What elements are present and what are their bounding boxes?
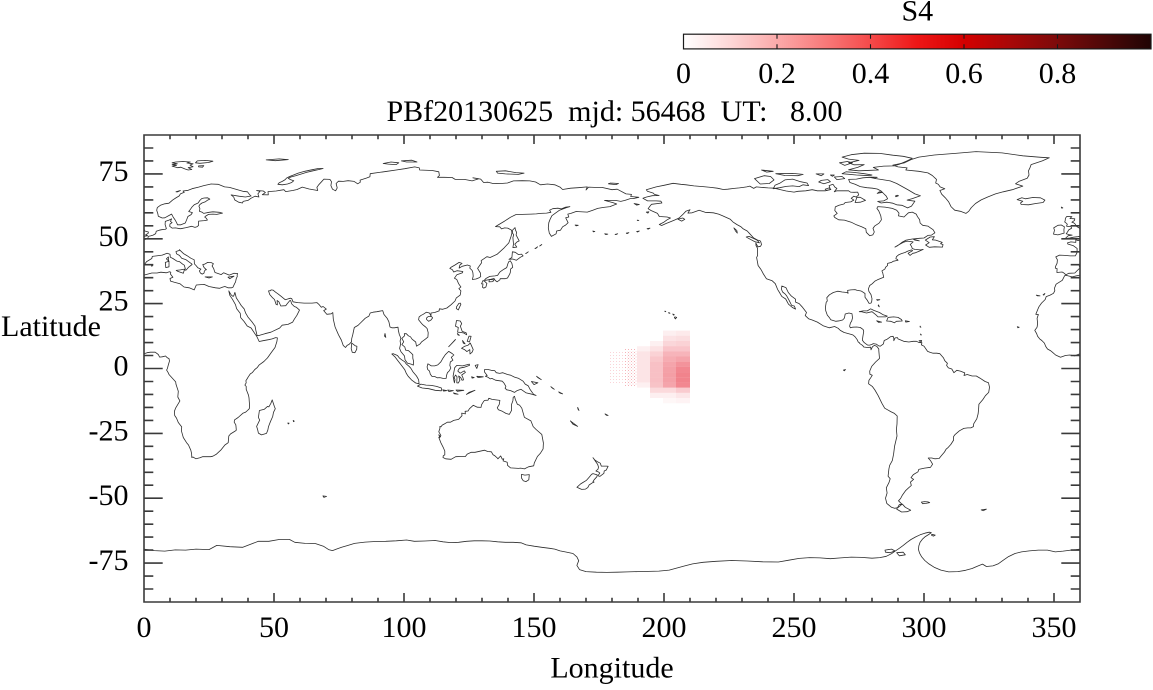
svg-text:50: 50	[99, 220, 129, 253]
svg-text:0: 0	[114, 350, 129, 383]
svg-text:50: 50	[259, 611, 289, 644]
svg-text:75: 75	[99, 155, 129, 188]
svg-text:Longitude: Longitude	[550, 652, 673, 685]
svg-text:250: 250	[772, 611, 817, 644]
svg-text:0: 0	[676, 57, 691, 90]
svg-text:0: 0	[137, 611, 152, 644]
svg-text:100: 100	[382, 611, 427, 644]
svg-text:-25: -25	[89, 414, 129, 447]
svg-text:200: 200	[642, 611, 687, 644]
svg-text:0.8: 0.8	[1039, 57, 1077, 90]
svg-text:-75: -75	[89, 544, 129, 577]
svg-text:350: 350	[1032, 611, 1077, 644]
svg-text:0.6: 0.6	[945, 57, 983, 90]
svg-text:Latitude: Latitude	[1, 310, 101, 343]
svg-text:150: 150	[512, 611, 557, 644]
svg-text:S4: S4	[901, 0, 933, 28]
svg-text:-50: -50	[89, 479, 129, 512]
svg-text:0.2: 0.2	[758, 57, 796, 90]
svg-text:0.4: 0.4	[852, 57, 890, 90]
svg-text:300: 300	[902, 611, 947, 644]
svg-text:PBf20130625 mjd: 56468 UT:: PBf20130625 mjd: 56468 UT: 8.00	[386, 95, 842, 128]
svg-text:25: 25	[99, 285, 129, 318]
